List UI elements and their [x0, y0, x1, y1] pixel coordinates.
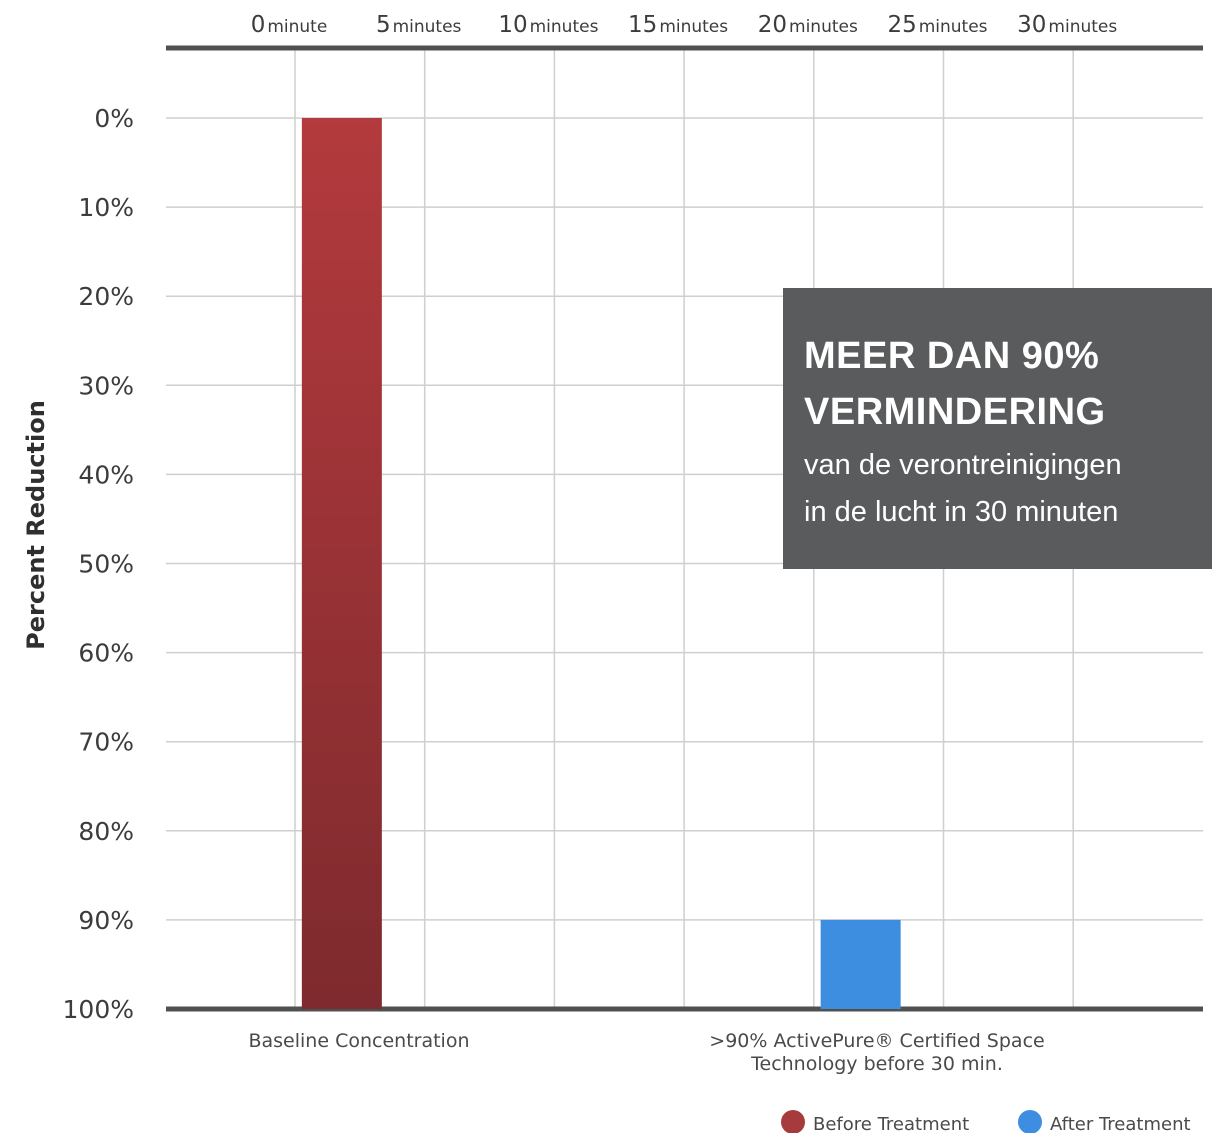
y-tick-7: 70%	[78, 728, 134, 757]
top-tick-10: 10 minutes	[498, 12, 598, 38]
top-tick-15: 15 minutes	[628, 12, 728, 38]
top-axis-tick-labels: 0 minute 5 minutes 10 minutes 15 minutes 20 minut…	[251, 12, 1118, 38]
reduction-callout: MEER DAN 90% VERMINDERING van de verontr…	[783, 288, 1212, 569]
y-tick-8: 80%	[78, 817, 134, 846]
y-tick-9: 90%	[78, 906, 134, 935]
category-label-1-0: >90% ActivePure® Certified Space	[709, 1030, 1044, 1052]
bar-0	[301, 118, 382, 1009]
category-labels: Baseline Concentration >90% ActivePure® C…	[248, 1030, 1044, 1075]
y-tick-0: 0%	[94, 104, 134, 133]
top-tick-5: 5 minutes	[376, 12, 462, 38]
top-tick-0: 0 minute	[251, 12, 328, 38]
legend-label-1: After Treatment	[1050, 1114, 1191, 1133]
callout-headline-2: VERMINDERING	[804, 391, 1106, 433]
legend-label-0: Before Treatment	[813, 1114, 969, 1133]
category-label-1-1: Technology before 30 min.	[750, 1053, 1003, 1075]
callout-body-2: in de lucht in 30 minuten	[804, 496, 1119, 528]
callout-headline-1: MEER DAN 90%	[804, 335, 1100, 377]
y-tick-5: 50%	[78, 550, 134, 579]
y-tick-2: 20%	[78, 282, 134, 311]
bars	[301, 118, 901, 1009]
y-axis-tick-labels: 0% 10% 20% 30% 40% 50% 60% 70% 80% 90% 100%	[63, 104, 134, 1024]
legend-marker-0	[781, 1110, 805, 1133]
top-tick-20: 20 minutes	[758, 12, 858, 38]
bar-1	[820, 919, 901, 1009]
y-tick-4: 40%	[78, 460, 134, 489]
y-tick-6: 60%	[78, 639, 134, 668]
y-tick-3: 30%	[78, 371, 134, 400]
category-label-0-0: Baseline Concentration	[248, 1030, 469, 1052]
legend-marker-1	[1018, 1110, 1042, 1133]
top-tick-25: 25 minutes	[887, 12, 987, 38]
legend: Before Treatment After Treatment	[781, 1110, 1191, 1133]
callout-body-1: van de verontreinigingen	[804, 449, 1122, 481]
y-tick-10: 100%	[63, 995, 134, 1024]
y-tick-1: 10%	[78, 193, 134, 222]
top-tick-30: 30 minutes	[1017, 12, 1117, 38]
y-axis-label: Percent Reduction	[22, 400, 50, 650]
